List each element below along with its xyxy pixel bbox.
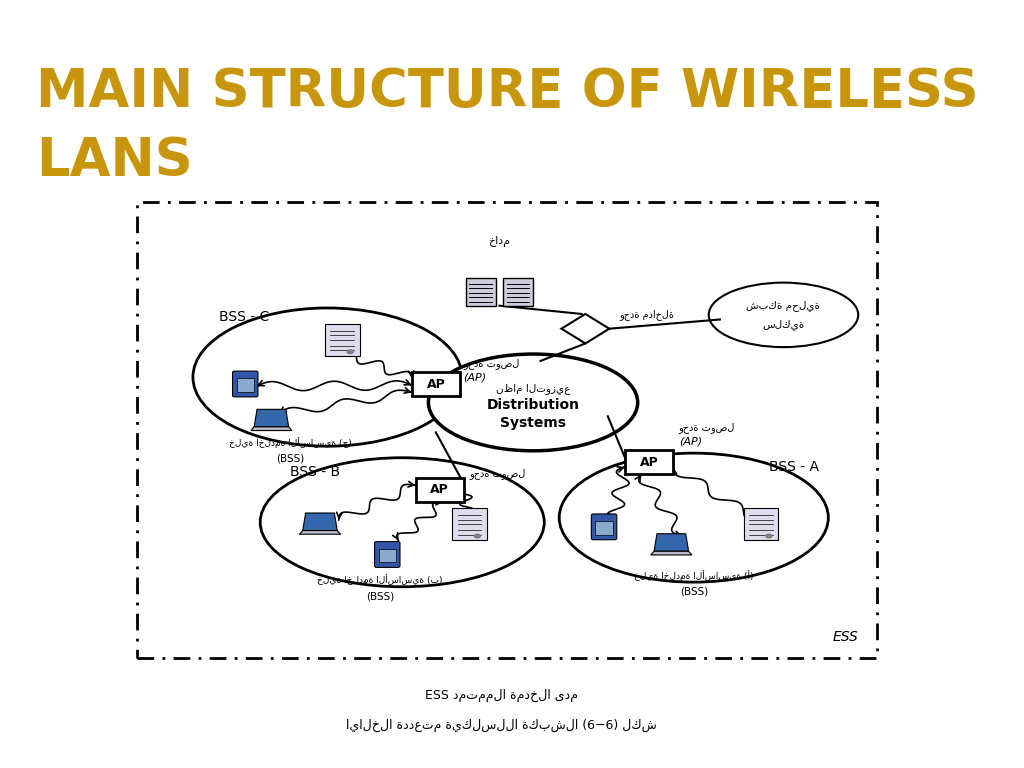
Text: وحدة توصل: وحدة توصل (469, 468, 526, 479)
FancyBboxPatch shape (379, 548, 396, 562)
Ellipse shape (428, 354, 638, 451)
Text: MAIN STRUCTURE OF WIRELESS: MAIN STRUCTURE OF WIRELESS (36, 66, 979, 118)
Text: وحدة توصل: وحدة توصل (464, 358, 520, 369)
Text: خادم: خادم (488, 236, 510, 247)
Text: سلكية: سلكية (762, 319, 805, 330)
Circle shape (347, 350, 353, 353)
Text: BSS - B: BSS - B (290, 465, 340, 478)
Ellipse shape (260, 458, 545, 587)
Text: ESS: ESS (833, 631, 858, 644)
Text: Distribution: Distribution (486, 398, 580, 412)
Text: خلية اخلدمة الأساسية (أ): خلية اخلدمة الأساسية (أ) (634, 570, 754, 581)
Text: BSS - C: BSS - C (219, 310, 269, 324)
Polygon shape (561, 314, 609, 343)
Text: (AP): (AP) (464, 372, 486, 382)
Polygon shape (251, 427, 292, 431)
Ellipse shape (559, 453, 828, 582)
Text: BSS - A: BSS - A (768, 460, 818, 474)
FancyBboxPatch shape (743, 508, 778, 540)
Text: ESS دمتمملا ةمدخلا ىدم: ESS دمتمملا ةمدخلا ىدم (425, 688, 579, 702)
Text: LANS: LANS (36, 135, 193, 187)
Text: خلية اخلدمة الأساسية (ج): خلية اخلدمة الأساسية (ج) (228, 438, 351, 449)
Text: AP: AP (430, 484, 449, 496)
FancyBboxPatch shape (412, 372, 460, 396)
Text: (BSS): (BSS) (366, 592, 394, 602)
Polygon shape (254, 409, 289, 427)
Polygon shape (299, 531, 341, 535)
FancyBboxPatch shape (137, 202, 877, 658)
FancyBboxPatch shape (375, 541, 400, 568)
FancyBboxPatch shape (466, 277, 496, 306)
Text: Systems: Systems (500, 416, 566, 430)
Text: AP: AP (640, 456, 658, 468)
FancyBboxPatch shape (595, 521, 612, 535)
Text: خلية اخلدمة الأساسية (ب): خلية اخلدمة الأساسية (ب) (317, 574, 442, 585)
FancyBboxPatch shape (625, 450, 673, 475)
FancyBboxPatch shape (232, 371, 258, 397)
FancyBboxPatch shape (416, 478, 464, 502)
Text: (AP): (AP) (679, 436, 701, 447)
FancyBboxPatch shape (237, 379, 254, 392)
FancyBboxPatch shape (453, 508, 486, 540)
Text: ايالخلا ةددعتم ةيكلسللا ةكبشلا (6−6) لكش: ايالخلا ةددعتم ةيكلسللا ةكبشلا (6−6) لكش (346, 719, 657, 733)
Text: AP: AP (426, 378, 445, 390)
FancyBboxPatch shape (326, 324, 359, 356)
Polygon shape (651, 551, 692, 555)
Text: وحدة مداخلة: وحدة مداخلة (618, 310, 674, 320)
Ellipse shape (193, 308, 462, 446)
Polygon shape (654, 534, 688, 551)
FancyBboxPatch shape (591, 514, 616, 540)
Ellipse shape (709, 283, 858, 347)
Text: (BSS): (BSS) (680, 586, 708, 597)
Polygon shape (303, 513, 337, 531)
Circle shape (766, 535, 772, 538)
Circle shape (474, 535, 480, 538)
FancyBboxPatch shape (503, 277, 534, 306)
Text: شبكة محلية: شبكة محلية (746, 300, 820, 311)
Text: وحدة توصل: وحدة توصل (679, 422, 735, 433)
Text: (BSS): (BSS) (276, 454, 304, 464)
Text: نظام التوزيع: نظام التوزيع (496, 383, 570, 394)
